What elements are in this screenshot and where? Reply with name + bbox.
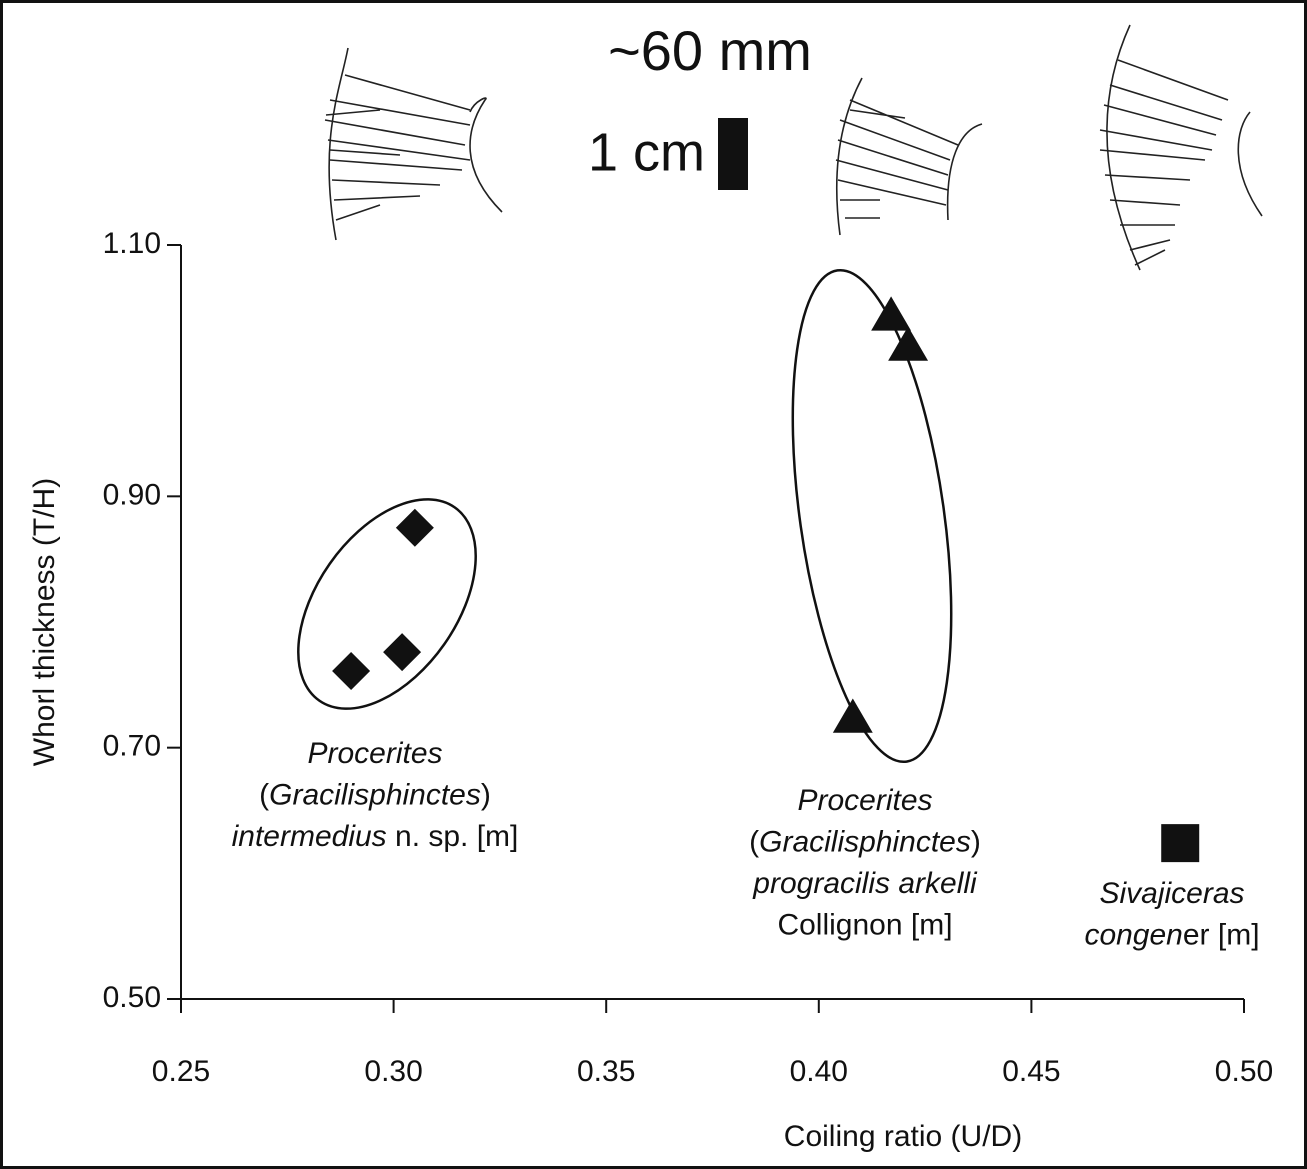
x-tick-label: 0.50 [1215,1055,1273,1088]
label-part: ( [749,825,759,858]
series-label: Procerites [307,737,442,770]
series-label: Collignon [m] [777,908,952,941]
data-point [832,698,873,733]
x-tick-label: 0.40 [790,1055,848,1088]
data-point [383,633,422,672]
label-part: intermedius [232,820,387,853]
sketch-left [324,47,503,241]
y-tick-label: 0.50 [103,981,161,1014]
label-part: Gracilisphinctes [759,825,971,858]
label-part: ) [481,778,491,811]
sketch-middle [835,77,983,236]
data-point [871,296,912,331]
series-label: intermedius n. sp. [m] [232,820,519,853]
series-label: (Gracilisphinctes) [749,825,981,858]
x-tick-label: 0.35 [577,1055,635,1088]
data-point [1161,824,1200,863]
x-tick-label: 0.45 [1002,1055,1060,1088]
group-ellipse [791,268,953,764]
label-part: progracilis arkelli [752,867,978,900]
y-tick-label: 1.10 [103,227,161,260]
data-point [395,508,434,547]
label-part: er [m] [1183,918,1260,951]
sketch-right [1099,24,1263,271]
label-part: Gracilisphinctes [269,778,481,811]
scale-bar [718,118,748,190]
series-label: congener [m] [1084,918,1259,951]
label-part: congen [1084,918,1182,951]
scale-title: ~60 mm [608,19,812,82]
group-ellipse [297,498,477,710]
x-tick-label: 0.25 [152,1055,210,1088]
label-part: ) [971,825,981,858]
label-part: Procerites [307,737,442,770]
series-label: Procerites [797,784,932,817]
x-tick-label: 0.30 [364,1055,422,1088]
x-axis-label: Coiling ratio (U/D) [784,1120,1022,1153]
label-part: Procerites [797,784,932,817]
y-tick-label: 0.70 [103,730,161,763]
label-part: Sivajiceras [1099,877,1244,910]
y-tick-label: 0.90 [103,478,161,511]
label-part: n. sp. [m] [387,820,519,853]
y-axis-label: Whorl thickness (T/H) [28,478,61,766]
label-part: Collignon [m] [777,908,952,941]
series-label: (Gracilisphinctes) [259,778,491,811]
series-label: Sivajiceras [1099,877,1244,910]
data-point [332,652,371,691]
scale-label: 1 cm [588,122,705,182]
series-label: progracilis arkelli [752,867,978,900]
label-part: ( [259,778,269,811]
data-point [888,326,929,361]
